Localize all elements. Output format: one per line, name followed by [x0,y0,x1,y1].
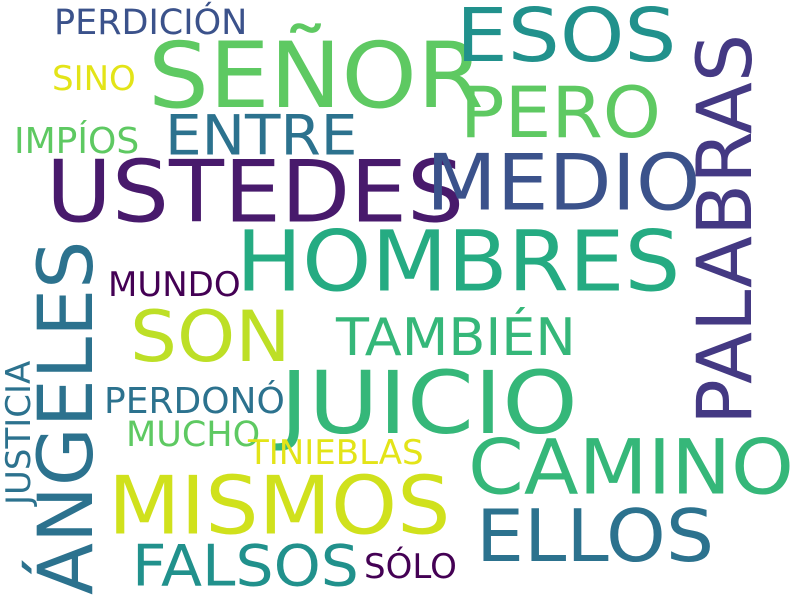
word-tinieblas: TINIEBLAS [248,433,424,473]
word-impios: IMPÍOS [14,121,140,162]
word-esos: ESOS [456,0,677,80]
word-palabras: PALABRAS [680,33,769,425]
word-son: SON [130,296,291,378]
word-justicia: JUSTICIA [0,360,39,505]
word-mundo: MUNDO [108,265,241,305]
word-ustedes: USTEDES [46,142,465,243]
word-medio: MEDIO [426,138,701,229]
word-juicio: JUICIO [280,352,578,454]
word-perdono: PERDONÓ [104,381,285,422]
word-ellos: ELLOS [476,493,715,578]
word-camino: CAMINO [468,423,795,512]
word-falsos: FALSOS [132,533,359,600]
word-mismos: MISMOS [108,459,451,553]
word-solo: SÓLO [364,547,457,587]
word-pero: PERO [460,72,662,154]
word-hombres: HOMBRES [236,212,681,311]
word-senor: SEÑOR [148,22,484,129]
word-sino: SINO [52,59,136,99]
word-tambien: TAMBIÉN [336,307,576,368]
word-mucho: MUCHO [126,415,261,455]
word-perdicion: PERDICIÓN [54,3,248,43]
word-entre: ENTRE [165,103,358,168]
word-angeles: ÁNGELES [21,240,110,595]
